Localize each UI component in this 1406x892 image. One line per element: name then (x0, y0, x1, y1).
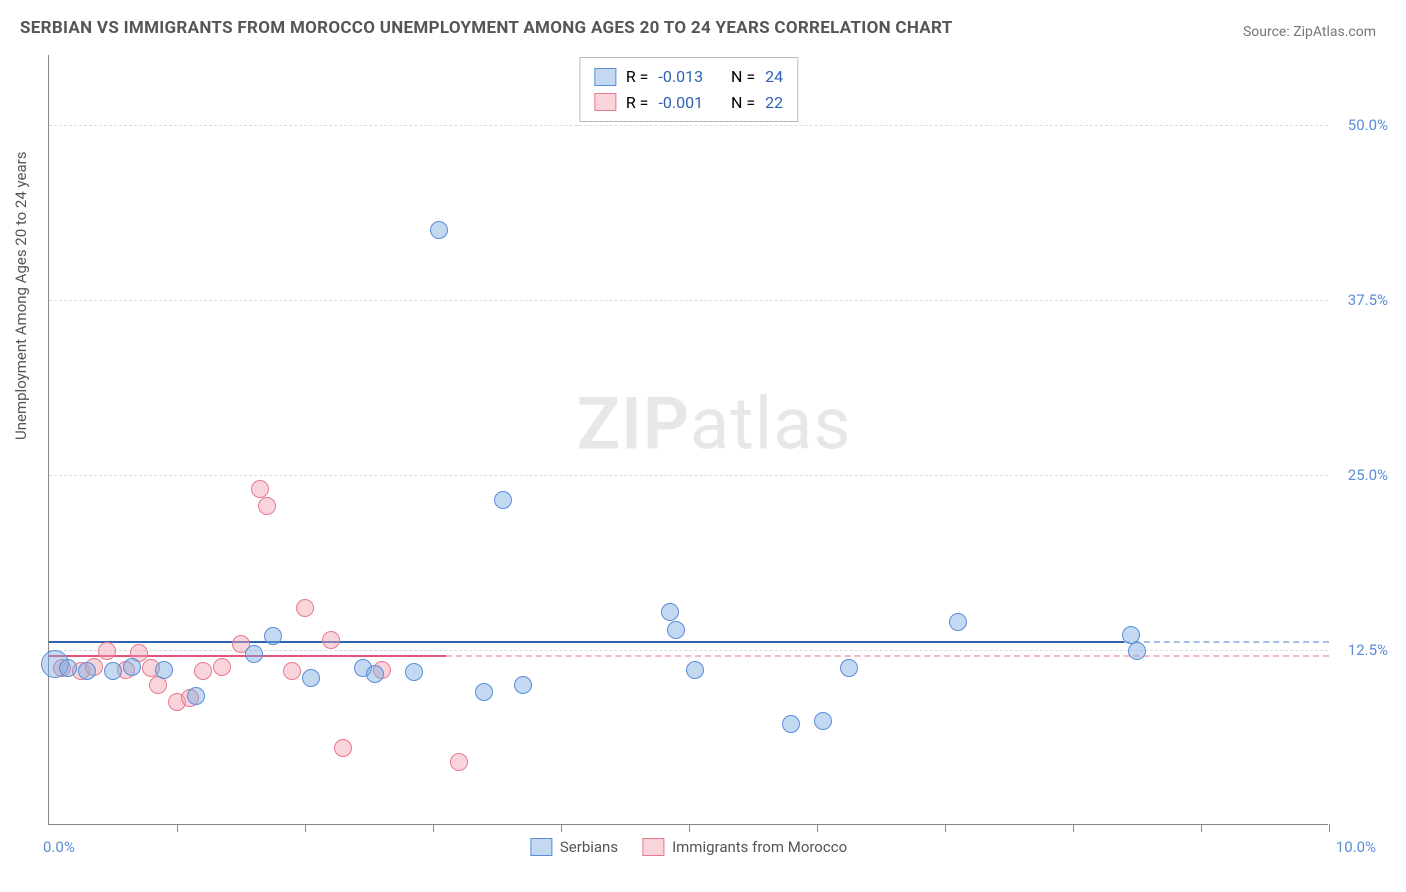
point-serbians (430, 221, 448, 239)
ytick-label: 50.0% (1333, 116, 1388, 134)
trendline-serbians (49, 641, 1124, 643)
point-serbians (59, 659, 77, 677)
ytick-label: 37.5% (1333, 291, 1388, 309)
point-morocco (322, 631, 340, 649)
legend-label-morocco: Immigrants from Morocco (672, 838, 847, 856)
n-value-serbians: 24 (765, 64, 783, 90)
chart-title: SERBIAN VS IMMIGRANTS FROM MOROCCO UNEMP… (20, 18, 953, 38)
legend-item-morocco: Immigrants from Morocco (642, 838, 847, 856)
legend-label-serbians: Serbians (560, 838, 618, 856)
point-morocco (194, 662, 212, 680)
point-morocco (283, 662, 301, 680)
point-serbians (840, 659, 858, 677)
point-serbians (949, 613, 967, 631)
point-serbians (405, 663, 423, 681)
gridline (49, 300, 1328, 301)
xtick (433, 824, 434, 832)
point-morocco (450, 753, 468, 771)
gridline (49, 475, 1328, 476)
point-serbians (782, 715, 800, 733)
trendline-dash-serbians (1124, 641, 1329, 643)
point-serbians (1122, 626, 1140, 644)
r-value-morocco: -0.001 (658, 90, 703, 116)
xlabel-right: 10.0% (1336, 838, 1376, 856)
swatch-morocco (594, 93, 616, 111)
point-serbians (686, 661, 704, 679)
xtick (305, 824, 306, 832)
point-morocco (98, 642, 116, 660)
point-morocco (149, 676, 167, 694)
point-serbians (78, 662, 96, 680)
xtick (817, 824, 818, 832)
point-morocco (251, 480, 269, 498)
point-serbians (494, 491, 512, 509)
point-serbians (123, 658, 141, 676)
point-serbians (475, 683, 493, 701)
swatch-serbians (594, 68, 616, 86)
point-serbians (514, 676, 532, 694)
xtick (1201, 824, 1202, 832)
r-value-serbians: -0.013 (658, 64, 703, 90)
legend-item-serbians: Serbians (530, 838, 618, 856)
y-axis-label: Unemployment Among Ages 20 to 24 years (12, 152, 30, 440)
correlation-row-serbians: R = -0.013 N = 24 (594, 64, 783, 90)
xtick (561, 824, 562, 832)
point-morocco (213, 658, 231, 676)
source-label: Source: ZipAtlas.com (1243, 24, 1376, 40)
plot-area: ZIPatlas R = -0.013 N = 24 R = -0.001 N … (48, 55, 1328, 825)
point-serbians (661, 603, 679, 621)
gridline (49, 125, 1328, 126)
point-serbians (187, 687, 205, 705)
point-morocco (296, 599, 314, 617)
point-serbians (245, 645, 263, 663)
point-serbians (667, 621, 685, 639)
correlation-row-morocco: R = -0.001 N = 22 (594, 90, 783, 116)
xtick (177, 824, 178, 832)
point-morocco (334, 739, 352, 757)
xtick (1329, 824, 1330, 832)
point-serbians (104, 662, 122, 680)
point-serbians (302, 669, 320, 687)
point-serbians (1128, 642, 1146, 660)
point-serbians (155, 661, 173, 679)
n-value-morocco: 22 (765, 90, 783, 116)
point-morocco (258, 497, 276, 515)
point-serbians (366, 665, 384, 683)
point-serbians (814, 712, 832, 730)
point-serbians (264, 627, 282, 645)
correlation-legend: R = -0.013 N = 24 R = -0.001 N = 22 (579, 57, 798, 122)
trendline-dash-morocco (446, 655, 1329, 657)
swatch-serbians-icon (530, 838, 552, 856)
xtick (945, 824, 946, 832)
xtick (1073, 824, 1074, 832)
xtick (689, 824, 690, 832)
watermark: ZIPatlas (577, 382, 852, 467)
ytick-label: 12.5% (1333, 641, 1388, 659)
ytick-label: 25.0% (1333, 466, 1388, 484)
swatch-morocco-icon (642, 838, 664, 856)
xlabel-left: 0.0% (43, 838, 75, 856)
series-legend: Serbians Immigrants from Morocco (530, 838, 847, 856)
